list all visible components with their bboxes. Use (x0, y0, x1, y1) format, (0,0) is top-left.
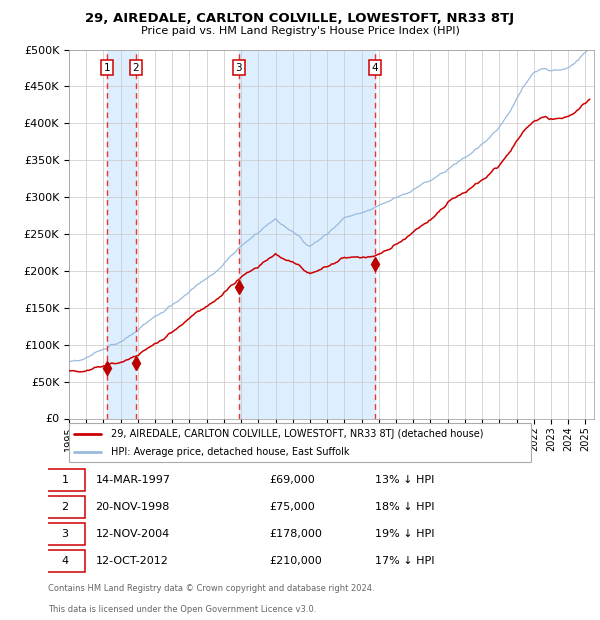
Text: 29, AIREDALE, CARLTON COLVILLE, LOWESTOFT, NR33 8TJ: 29, AIREDALE, CARLTON COLVILLE, LOWESTOF… (85, 12, 515, 25)
Text: 2: 2 (62, 502, 69, 512)
Text: HPI: Average price, detached house, East Suffolk: HPI: Average price, detached house, East… (110, 447, 349, 458)
Text: 18% ↓ HPI: 18% ↓ HPI (376, 502, 435, 512)
Text: £75,000: £75,000 (270, 502, 316, 512)
Text: £178,000: £178,000 (270, 529, 323, 539)
Text: 12-NOV-2004: 12-NOV-2004 (95, 529, 170, 539)
FancyBboxPatch shape (46, 523, 85, 545)
Text: 4: 4 (372, 63, 379, 73)
Text: 17% ↓ HPI: 17% ↓ HPI (376, 556, 435, 566)
Text: This data is licensed under the Open Government Licence v3.0.: This data is licensed under the Open Gov… (48, 604, 316, 614)
FancyBboxPatch shape (46, 496, 85, 518)
Bar (239, 50, 375, 419)
Text: £210,000: £210,000 (270, 556, 323, 566)
Text: Price paid vs. HM Land Registry's House Price Index (HPI): Price paid vs. HM Land Registry's House … (140, 26, 460, 36)
Text: 1: 1 (104, 63, 110, 73)
FancyBboxPatch shape (69, 423, 531, 462)
Text: 19% ↓ HPI: 19% ↓ HPI (376, 529, 435, 539)
Text: 4: 4 (62, 556, 69, 566)
Text: 13% ↓ HPI: 13% ↓ HPI (376, 475, 435, 485)
FancyBboxPatch shape (46, 469, 85, 491)
Text: £69,000: £69,000 (270, 475, 316, 485)
Text: 29, AIREDALE, CARLTON COLVILLE, LOWESTOFT, NR33 8TJ (detached house): 29, AIREDALE, CARLTON COLVILLE, LOWESTOF… (110, 429, 483, 439)
Text: 20-NOV-1998: 20-NOV-1998 (95, 502, 170, 512)
Text: Contains HM Land Registry data © Crown copyright and database right 2024.: Contains HM Land Registry data © Crown c… (48, 584, 374, 593)
Text: 2: 2 (133, 63, 139, 73)
Text: 14-MAR-1997: 14-MAR-1997 (95, 475, 170, 485)
Text: 3: 3 (236, 63, 242, 73)
Bar (107, 50, 136, 419)
Text: 3: 3 (62, 529, 68, 539)
Text: 12-OCT-2012: 12-OCT-2012 (95, 556, 169, 566)
Text: 1: 1 (62, 475, 68, 485)
FancyBboxPatch shape (46, 550, 85, 572)
